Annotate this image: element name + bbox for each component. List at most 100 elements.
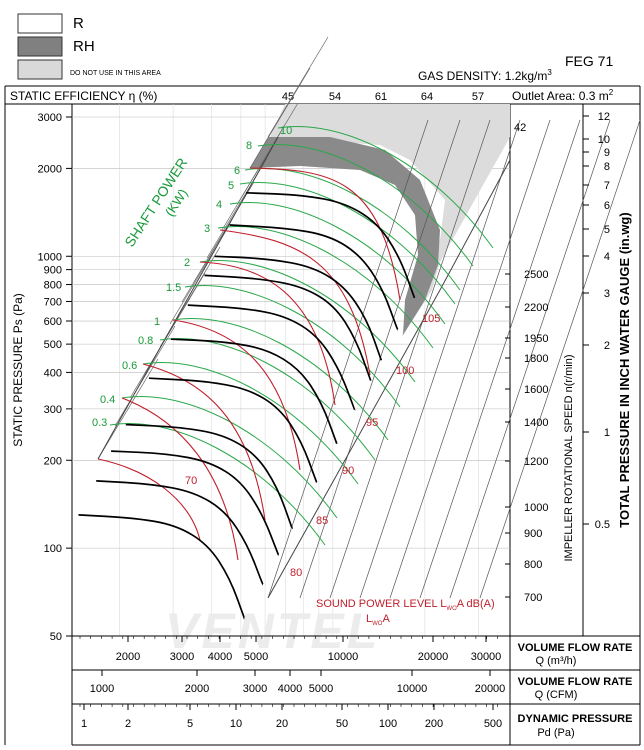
cfm-tick-5: 10000 xyxy=(397,683,428,695)
efficiency-value-3: 64 xyxy=(421,91,433,103)
sound-value-3: 90 xyxy=(342,465,354,477)
speed-tick-6: 1200 xyxy=(524,456,548,468)
sound-power-curves xyxy=(97,167,401,561)
shaft-power-value-2: 6 xyxy=(234,165,240,177)
speed-tick-7: 1000 xyxy=(524,502,548,514)
axis-ticks: 3000 2000 1000 900 800 700 600 500 400 300 200 100 5… xyxy=(38,111,610,643)
speed-axis-label: IMPELLER ROTATIONAL SPEED n(r/min) xyxy=(563,354,575,561)
sound-value-6: 70 xyxy=(185,475,197,487)
shaft-power-curve-12 xyxy=(109,423,326,546)
sound-curve-4 xyxy=(142,363,266,521)
shaft-power-value-7: 1.5 xyxy=(166,282,181,294)
inwg-tick-9: 2 xyxy=(604,340,610,352)
speed-tick-10: 700 xyxy=(524,592,542,604)
dyn-pressure-unit: Pd (Pa) xyxy=(537,727,574,739)
fan-curve-2500 xyxy=(246,191,416,299)
shaft-power-curve-9 xyxy=(159,338,376,461)
cfm-tick-2: 3000 xyxy=(243,683,267,695)
inwg-tick-3: 8 xyxy=(604,161,610,173)
dyn-tick-8: 500 xyxy=(484,718,502,730)
sound-value-0: 105 xyxy=(422,313,440,325)
cfm-tick-3: 4000 xyxy=(278,683,302,695)
ps-tick-7: 500 xyxy=(44,339,62,351)
cfm-tick-4: 5000 xyxy=(309,683,333,695)
ps-tick-1: 2000 xyxy=(38,163,62,175)
ps-tick-3: 900 xyxy=(44,265,62,277)
dyn-tick-2: 5 xyxy=(187,718,193,730)
ps-tick-4: 800 xyxy=(44,280,62,292)
fan-speed-curves xyxy=(78,191,416,620)
efficiency-value-1: 54 xyxy=(329,91,341,103)
speed-tick-1: 2200 xyxy=(524,302,548,314)
flow-cfm-unit: Q (CFM) xyxy=(535,689,578,701)
speed-tick-2: 1950 xyxy=(524,333,548,345)
speed-tick-8: 900 xyxy=(524,528,542,540)
inwg-tick-6: 5 xyxy=(604,224,610,236)
inwg-axis-label: TOTAL PRESSURE IN INCH WATER GAUGE (in.w… xyxy=(617,212,632,527)
static-pressure-axis-label: STATIC PRESSURE Ps (Pa) xyxy=(11,293,25,447)
fan-curve-800 xyxy=(96,480,264,586)
model-title: FEG 71 xyxy=(565,53,613,69)
eff-guide-0 xyxy=(267,119,429,599)
speed-tick-9: 800 xyxy=(524,559,542,571)
sound-curve-2 xyxy=(199,261,336,406)
m3h-tick-5: 20000 xyxy=(418,651,449,663)
ps-tick-6: 600 xyxy=(44,316,62,328)
inwg-tick-8: 3 xyxy=(604,288,610,300)
dyn-tick-1: 2 xyxy=(125,718,131,730)
shaft-power-value-10: 0.6 xyxy=(122,360,137,372)
shaft-power-value-6: 2 xyxy=(184,257,190,269)
shaft-power-curve-8 xyxy=(172,318,389,441)
shaft-power-value-4: 4 xyxy=(216,199,222,211)
dyn-tick-3: 10 xyxy=(230,718,242,730)
ps-tick-5: 700 xyxy=(44,296,62,308)
shaft-power-value-12: 0.3 xyxy=(92,417,107,429)
bottom-scales: VOLUME FLOW RATE Q (m³/h) VOLUME FLOW RA… xyxy=(71,635,640,746)
shaft-power-curve-6 xyxy=(199,260,416,383)
diag-guide-11 xyxy=(249,67,311,169)
outlet-area: Outlet Area: 0.3 m2 xyxy=(512,88,614,103)
eff-guide-2 xyxy=(329,119,491,599)
inwg-tick-5: 6 xyxy=(604,200,610,212)
m3h-tick-2: 4000 xyxy=(208,651,232,663)
eff-guide-3 xyxy=(359,119,521,599)
m3h-tick-3: 5000 xyxy=(244,651,268,663)
sound-curve-1 xyxy=(219,229,371,376)
efficiency-value-2: 61 xyxy=(375,91,387,103)
efficiency-values: 45 54 61 64 57 xyxy=(282,91,484,103)
shaft-power-value-11: 0.4 xyxy=(100,394,115,406)
fan-curve-2200 xyxy=(229,224,399,331)
fan-curve-1800 xyxy=(204,274,372,381)
legend-rh-label: RH xyxy=(73,38,95,55)
ps-tick-10: 200 xyxy=(44,455,62,467)
eff-guide-6 xyxy=(449,119,611,599)
fan-curve-1600 xyxy=(187,304,356,412)
sound-value-5: 80 xyxy=(290,567,302,579)
inwg-tick-10: 1 xyxy=(604,427,610,439)
ps-tick-9: 300 xyxy=(44,404,62,416)
sound-power-label: SOUND POWER LEVEL LWOA dB(A) xyxy=(316,598,495,612)
sound-curve-6 xyxy=(97,458,201,541)
eff-guide-7 xyxy=(479,119,641,599)
shaft-power-curve-3 xyxy=(239,182,456,305)
diag-guide-0 xyxy=(97,358,159,460)
m3h-tick-4: 10000 xyxy=(328,651,359,663)
shaft-power-value-9: 0.8 xyxy=(138,335,153,347)
dyn-tick-5: 50 xyxy=(336,718,348,730)
shaft-power-curve-10 xyxy=(142,362,359,485)
shaft-power-value-8: 1 xyxy=(154,316,160,328)
diag-guide-12 xyxy=(267,36,329,138)
flow-m3h-label: VOLUME FLOW RATE xyxy=(518,642,633,654)
speed-tick-0: 2500 xyxy=(524,269,548,281)
diag-guide-1 xyxy=(114,325,176,427)
sound-curve-3 xyxy=(172,319,301,471)
sound-value-1: 100 xyxy=(396,365,414,377)
shaft-power-curve-11 xyxy=(121,396,338,519)
legend: R RH DO NOT USE IN THIS AREA xyxy=(17,13,161,80)
ps-tick-11: 100 xyxy=(44,543,62,555)
shaft-power-value-3: 5 xyxy=(228,180,234,192)
speed-tick-4: 1600 xyxy=(524,384,548,396)
fan-curve-700 xyxy=(78,514,246,620)
region-rh xyxy=(250,137,440,335)
diag-guide-10 xyxy=(237,102,299,204)
